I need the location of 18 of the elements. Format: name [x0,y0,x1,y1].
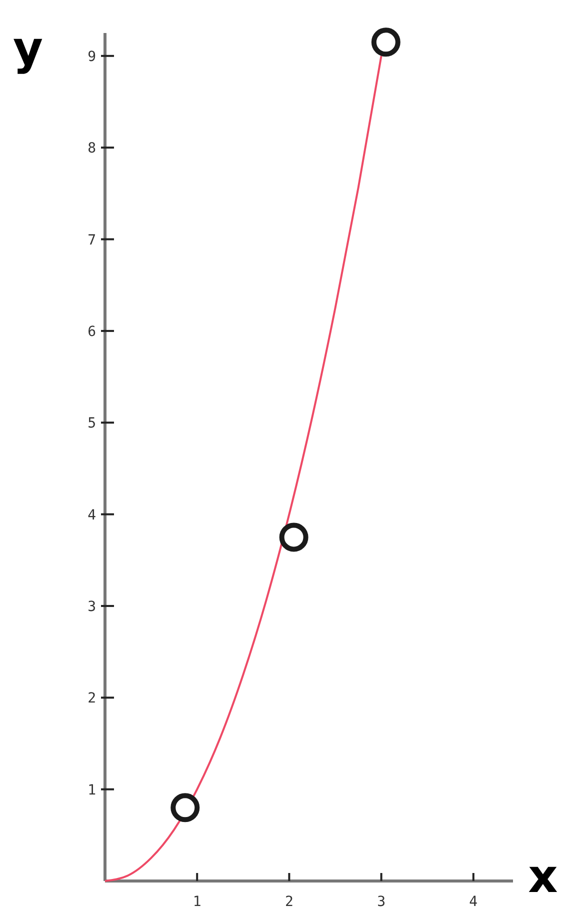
y-tick-label: 4 [88,507,96,524]
y-axis-title: y [13,21,43,75]
x-axis-title: x [528,849,558,903]
y-tick-label: 2 [88,690,96,707]
y-tick-label: 7 [88,232,96,248]
point [371,28,400,57]
y-tick-label: 6 [88,324,96,340]
y-tick-label: 5 [88,416,96,432]
y-tick-label: 3 [88,598,96,615]
y-tick-label: 9 [88,48,96,65]
x-tick-label: 2 [284,894,294,908]
x-tick-label: 1 [192,894,202,908]
point [170,793,200,822]
point [279,522,308,552]
y-tick-label: 8 [88,140,96,157]
y-tick-label: 1 [88,782,96,798]
x-tick-label: 4 [469,894,478,908]
x-tick-label: 3 [377,894,386,908]
